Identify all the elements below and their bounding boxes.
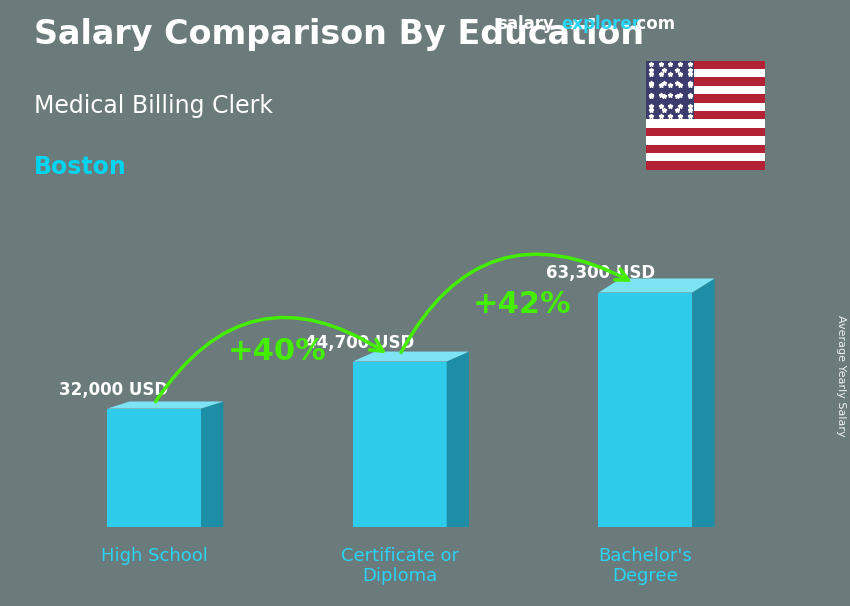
Text: +40%: +40%: [228, 336, 326, 365]
Bar: [646, 86, 765, 94]
Text: explorer: explorer: [561, 15, 640, 33]
Text: 44,700 USD: 44,700 USD: [305, 335, 414, 352]
Bar: [646, 136, 765, 144]
Polygon shape: [692, 279, 715, 527]
Text: Medical Billing Clerk: Medical Billing Clerk: [34, 94, 273, 118]
Text: 32,000 USD: 32,000 USD: [60, 381, 168, 399]
Bar: [646, 78, 765, 86]
Text: Salary Comparison By Education: Salary Comparison By Education: [34, 18, 644, 51]
Bar: [646, 102, 765, 111]
Text: +42%: +42%: [473, 290, 572, 319]
Bar: [646, 119, 765, 128]
Bar: [646, 94, 765, 102]
Text: .com: .com: [631, 15, 676, 33]
Bar: [646, 153, 765, 161]
Bar: [646, 61, 765, 69]
Polygon shape: [107, 401, 224, 408]
Bar: [646, 144, 765, 153]
Polygon shape: [201, 401, 224, 527]
Bar: [646, 69, 765, 78]
Text: 63,300 USD: 63,300 USD: [547, 264, 655, 282]
Polygon shape: [598, 279, 715, 293]
Bar: [646, 128, 765, 136]
Polygon shape: [353, 362, 446, 527]
Text: Boston: Boston: [34, 155, 127, 179]
Polygon shape: [446, 351, 469, 527]
Bar: [646, 61, 694, 119]
Bar: [646, 111, 765, 119]
Text: Average Yearly Salary: Average Yearly Salary: [836, 315, 846, 436]
Bar: [646, 161, 765, 170]
Polygon shape: [353, 351, 469, 362]
Polygon shape: [107, 408, 201, 527]
Text: salary: salary: [497, 15, 554, 33]
Polygon shape: [598, 293, 692, 527]
